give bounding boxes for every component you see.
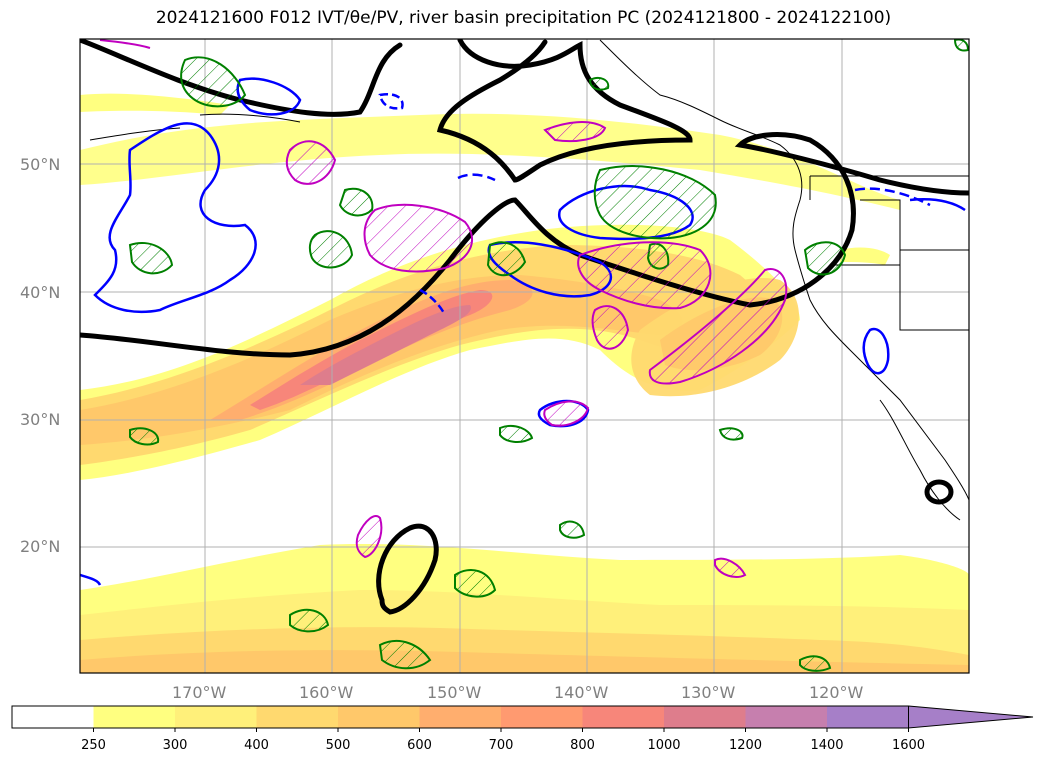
colorbar-segment xyxy=(827,706,909,728)
theta-e-contours xyxy=(80,39,969,615)
colorbar-tick-label: 300 xyxy=(162,738,188,753)
colorbar-segment xyxy=(664,706,746,728)
colorbar-extend-arrow xyxy=(908,705,1034,729)
colorbar-tick-label: 400 xyxy=(244,738,269,753)
colorbar-tick-label: 250 xyxy=(81,738,106,753)
lon-label-170w: 170°W xyxy=(172,683,227,702)
lon-label-150w: 150°W xyxy=(427,683,482,702)
colorbar-segment xyxy=(419,706,502,728)
lat-label-20n: 20°N xyxy=(20,537,61,556)
colorbar-segment xyxy=(256,706,339,728)
lat-label-50n: 50°N xyxy=(20,155,61,174)
colorbar-segment xyxy=(582,706,665,728)
colorbar-tick-label: 1200 xyxy=(728,738,763,753)
map-frame xyxy=(79,38,970,674)
precip-pc-magenta-contours xyxy=(99,39,788,578)
lat-label-30n: 30°N xyxy=(20,410,61,429)
colorbar-segment xyxy=(501,706,583,728)
colorbar-segment xyxy=(338,706,420,728)
lat-label-40n: 40°N xyxy=(20,283,61,302)
colorbar xyxy=(11,705,1034,732)
colorbar-tick-label: 1000 xyxy=(647,738,681,753)
colorbar-segment xyxy=(745,706,828,728)
colorbar-segment xyxy=(175,706,257,728)
colorbar-tick-label: 1600 xyxy=(891,738,926,753)
lon-label-130w: 130°W xyxy=(681,683,736,702)
colorbar-tick-label: 1400 xyxy=(810,738,844,753)
colorbar-segment xyxy=(93,706,176,728)
colorbar-tick-label: 600 xyxy=(407,738,432,753)
plot-title: 2024121600 F012 IVT/θe/PV, river basin p… xyxy=(155,8,892,28)
colorbar-tick-label: 700 xyxy=(488,738,514,753)
colorbar-segment xyxy=(12,706,94,728)
colorbar-outline xyxy=(11,705,909,729)
colorbar-tick-label: 800 xyxy=(570,738,595,753)
colorbar-tick-label: 500 xyxy=(325,738,351,753)
coastline xyxy=(89,39,969,521)
lon-label-120w: 120°W xyxy=(809,683,864,702)
lon-label-140w: 140°W xyxy=(554,683,609,702)
lon-label-160w: 160°W xyxy=(299,683,354,702)
